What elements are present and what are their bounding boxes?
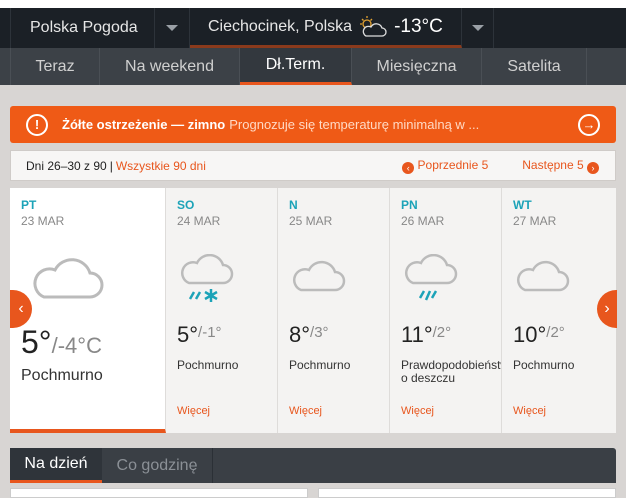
day-date: 27 MAR (513, 214, 557, 228)
previous-label: Poprzednie 5 (417, 157, 489, 172)
day-of-week: SO (177, 198, 195, 212)
chevron-down-icon (471, 25, 484, 31)
more-link[interactable]: Więcej (401, 405, 435, 417)
tab-miesieczna[interactable]: Miesięczna (352, 48, 482, 85)
low-temp: /2° (432, 324, 452, 341)
condition: Pochmurno (177, 358, 239, 372)
all-days-link[interactable]: Wszystkie 90 dni (115, 158, 206, 173)
temperature: 10°/2° (513, 322, 565, 348)
tab-satelita[interactable]: Satelita (482, 48, 587, 85)
cloud-icon (516, 260, 570, 292)
tab-na-weekend[interactable]: Na weekend (100, 48, 240, 85)
scroll-right-button[interactable]: › (597, 290, 617, 328)
cloud-rain-icon (404, 254, 458, 301)
chevron-left-icon: ‹ (18, 300, 24, 317)
condition: Pochmurno (513, 358, 575, 372)
temperature: 11°/2° (401, 322, 451, 348)
tab-co-godzine[interactable]: Co godzinę (102, 448, 213, 483)
day-of-week: PN (401, 198, 418, 212)
chevron-left-icon: ‹ (402, 161, 415, 174)
tab-na-dzien[interactable]: Na dzień (10, 448, 102, 483)
chevron-down-icon (166, 25, 178, 31)
chevron-right-icon: › (587, 161, 599, 174)
low-temp: /-1° (198, 324, 222, 341)
temperature: 8°/3° (289, 322, 329, 348)
day-card[interactable]: WT 27 MAR 10°/2° Pochmurno Więcej (502, 188, 616, 433)
high-temp: 5° (21, 324, 52, 360)
day-date: 26 MAR (401, 214, 445, 228)
site-selector[interactable]: Polska Pogoda (10, 8, 155, 48)
cloud-icon (292, 260, 346, 292)
day-card[interactable]: N 25 MAR 8°/3° Pochmurno Więcej (278, 188, 390, 433)
range-bar: Dni 26–30 z 90 | Wszystkie 90 dni ‹ Popr… (10, 150, 616, 181)
low-temp: /3° (310, 324, 329, 341)
detail-panel-right (318, 488, 616, 498)
main-nav: Teraz Na weekend Dł.Term. Miesięczna Sat… (0, 48, 626, 85)
location-name: Ciechocinek, Polska (208, 17, 353, 35)
day-of-week: PT (21, 198, 37, 212)
condition: Pochmurno (21, 367, 103, 384)
range-label: Dni 26–30 z 90 (26, 158, 107, 173)
top-strip (0, 0, 626, 8)
day-date: 23 MAR (21, 214, 65, 228)
next-5-button[interactable]: Następne 5 › (522, 158, 599, 174)
cloud-icon (33, 258, 104, 299)
high-temp: 8° (289, 322, 311, 347)
separator: | (109, 158, 113, 173)
arrow-right-icon[interactable]: → (578, 113, 600, 136)
more-link[interactable]: Więcej (289, 405, 323, 417)
day-card[interactable]: SO 24 MAR 5°/-1° Pochmurno Więcej (166, 188, 278, 433)
scroll-left-button[interactable]: ‹ (10, 290, 32, 328)
high-temp: 5° (177, 322, 199, 347)
day-date: 24 MAR (177, 214, 221, 228)
detail-panel-left (10, 488, 308, 498)
previous-5-button[interactable]: ‹ Poprzednie 5 (402, 158, 488, 174)
chevron-right-icon: › (604, 300, 610, 317)
day-card[interactable]: PT 23 MAR 5°/-4°C Pochmurno (10, 188, 166, 433)
high-temp: 10° (513, 322, 547, 347)
more-link[interactable]: Więcej (513, 405, 547, 417)
detail-tabs: Na dzień Co godzinę (10, 448, 616, 483)
site-dropdown-button[interactable] (155, 8, 190, 48)
site-name: Polska Pogoda (30, 19, 138, 36)
location-selector[interactable]: Ciechocinek, Polska -13°C (190, 8, 462, 48)
low-temp: /-4°C (51, 333, 102, 358)
condition: Prawdopodobieństwo deszczu (401, 358, 502, 385)
cloud-rain-snow-icon (180, 254, 234, 302)
condition: Pochmurno (289, 358, 351, 372)
exclamation-icon: ! (26, 113, 48, 136)
day-of-week: N (289, 198, 298, 212)
tab-dl-term[interactable]: Dł.Term. (240, 48, 352, 85)
temperature: 5°/-1° (177, 322, 222, 348)
current-temperature: -13°C (394, 15, 443, 37)
high-temp: 11° (401, 322, 433, 347)
forecast-cards: PT 23 MAR 5°/-4°C Pochmurno SO 24 MAR 5°… (10, 188, 616, 433)
partly-cloudy-icon (360, 15, 387, 37)
temperature: 5°/-4°C (21, 324, 102, 361)
header-bar: Polska Pogoda Ciechocinek, Polska -13°C (0, 8, 626, 48)
tab-teraz[interactable]: Teraz (10, 48, 100, 85)
alert-title: Żółte ostrzeżenie — zimno (62, 117, 226, 132)
low-temp: /2° (546, 324, 565, 341)
day-card[interactable]: PN 26 MAR 11°/2° Prawdopodobieństwo desz… (390, 188, 502, 433)
next-label: Następne 5 (522, 157, 584, 172)
day-of-week: WT (513, 198, 532, 212)
location-dropdown-button[interactable] (462, 8, 494, 48)
weather-alert[interactable]: ! Żółte ostrzeżenie — zimno Prognozuje s… (10, 106, 616, 143)
day-date: 25 MAR (289, 214, 333, 228)
alert-text: Prognozuje się temperaturę minimalną w .… (229, 117, 480, 132)
more-link[interactable]: Więcej (177, 405, 211, 417)
